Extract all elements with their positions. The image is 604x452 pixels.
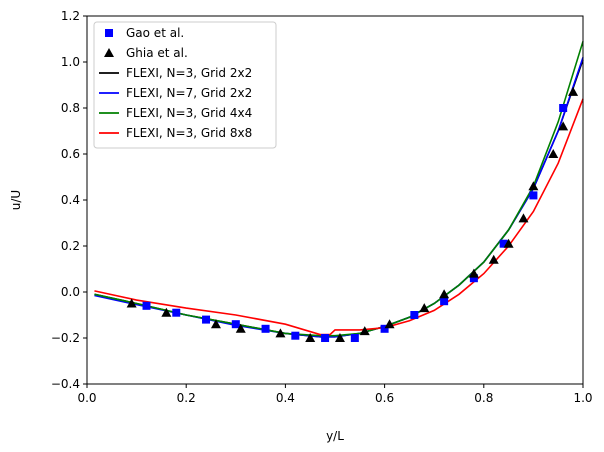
gao-point bbox=[499, 239, 508, 248]
series-layer bbox=[94, 41, 584, 342]
ghia-point bbox=[384, 319, 395, 329]
ghia-point bbox=[419, 303, 430, 313]
gao-point bbox=[380, 324, 389, 333]
ghia-point bbox=[359, 326, 370, 336]
x-axis-label: y/L bbox=[326, 429, 344, 443]
ghia-point bbox=[126, 298, 137, 308]
legend-label: FLEXI, N=3, Grid 2x2 bbox=[126, 66, 252, 80]
x-tick-label: 0.8 bbox=[474, 391, 493, 405]
y-tick-label: −0.4 bbox=[51, 377, 80, 391]
gao-point bbox=[529, 191, 538, 200]
legend-label: FLEXI, N=3, Grid 4x4 bbox=[126, 106, 252, 120]
y-tick-label: 1.0 bbox=[61, 55, 80, 69]
ghia-point bbox=[518, 213, 529, 223]
x-tick-label: 0.2 bbox=[177, 391, 196, 405]
y-ticks: −0.4 −0.2 0.0 0.2 0.4 0.6 0.8 1.0 1.2 bbox=[51, 9, 87, 391]
legend-label: FLEXI, N=3, Grid 8x8 bbox=[126, 126, 252, 140]
legend-marker-triangle bbox=[104, 48, 114, 57]
ghia-point bbox=[305, 333, 316, 342]
series-line-5 bbox=[94, 98, 584, 336]
x-tick-label: 0.4 bbox=[276, 391, 295, 405]
legend: Gao et al. Ghia et al. FLEXI, N=3, Grid 2x… bbox=[93, 21, 277, 149]
gao-point bbox=[440, 297, 449, 306]
x-tick-label: 0.6 bbox=[375, 391, 394, 405]
gao-point bbox=[231, 320, 240, 329]
legend-marker-square bbox=[105, 29, 113, 37]
ghia-point bbox=[568, 86, 579, 96]
x-tick-label: 0.0 bbox=[77, 391, 96, 405]
y-tick-label: 0.4 bbox=[61, 193, 80, 207]
ghia-point bbox=[334, 333, 345, 342]
y-tick-label: 0.8 bbox=[61, 101, 80, 115]
ghia-point bbox=[210, 319, 221, 329]
legend-label: Ghia et al. bbox=[126, 46, 188, 60]
gao-point bbox=[202, 315, 211, 324]
legend-box bbox=[93, 21, 277, 149]
gao-point bbox=[350, 334, 359, 342]
ghia-point bbox=[161, 307, 172, 317]
gao-point bbox=[142, 301, 151, 310]
ghia-point bbox=[548, 149, 559, 158]
gao-point bbox=[291, 331, 300, 340]
ghia-point bbox=[235, 323, 246, 333]
gao-point bbox=[469, 274, 478, 283]
gao-point bbox=[410, 311, 419, 319]
ghia-point bbox=[275, 328, 286, 338]
ghia-point bbox=[468, 268, 479, 278]
y-tick-label: 0.6 bbox=[61, 147, 80, 161]
ghia-point bbox=[528, 181, 539, 191]
y-axis-label: u/U bbox=[9, 190, 23, 210]
x-tick-label: 1.0 bbox=[573, 391, 592, 405]
y-tick-label: 0.0 bbox=[61, 285, 80, 299]
legend-label: FLEXI, N=7, Grid 2x2 bbox=[126, 86, 252, 100]
ghia-point bbox=[439, 289, 450, 299]
legend-label: Gao et al. bbox=[126, 26, 184, 40]
ghia-point bbox=[558, 121, 569, 131]
gao-point bbox=[261, 324, 270, 333]
y-tick-label: 0.2 bbox=[61, 239, 80, 253]
y-tick-label: 1.2 bbox=[61, 9, 80, 23]
x-ticks: 0.0 0.2 0.4 0.6 0.8 1.0 bbox=[77, 384, 593, 405]
y-tick-label: −0.2 bbox=[51, 331, 80, 345]
ghia-point bbox=[503, 238, 514, 248]
gao-point bbox=[321, 334, 330, 342]
ghia-point bbox=[488, 254, 499, 264]
gao-point bbox=[172, 308, 181, 317]
gao-point bbox=[559, 104, 568, 112]
